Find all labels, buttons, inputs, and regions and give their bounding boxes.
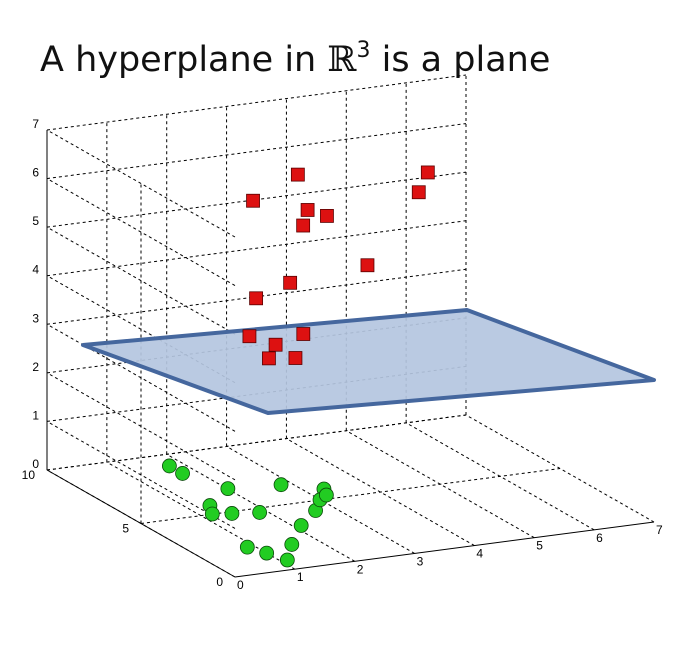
grid-line [46,123,467,180]
x-tick-label: 4 [476,547,483,561]
z-tick-label: 0 [32,457,39,471]
x-tick-label: 2 [357,562,364,576]
grid-line [140,468,561,524]
grid-line [46,178,236,287]
data-point-square [296,327,311,341]
grid-line [46,129,236,238]
points-below-plane [161,458,334,568]
data-point-square [300,203,315,217]
data-point-square [320,209,334,223]
data-point-square [411,185,426,200]
grid-line [46,74,467,131]
hyperplane-layer [81,308,656,415]
data-point-square [283,275,298,290]
x-tick-label: 3 [417,554,424,568]
data-point-circle [224,506,240,521]
data-point-circle [204,506,220,522]
z-tick-label: 3 [32,311,39,325]
z-tick-label: 6 [32,166,39,180]
data-point-circle [259,545,275,561]
y-tick-label: 0 [216,575,223,589]
data-point-circle [175,466,190,481]
title-suffix: is a plane [370,40,551,80]
data-point-square [360,258,375,273]
z-tick-label: 5 [32,214,39,228]
data-point-circle [293,518,309,533]
z-tick-label: 7 [32,117,39,131]
data-point-square [290,167,305,182]
x-tick-label: 5 [536,539,543,553]
z-tick-label: 1 [32,408,39,422]
x-tick-label: 1 [297,570,304,584]
z-tick-label: 2 [32,360,39,374]
data-point-square [288,351,303,365]
data-point-circle [318,487,334,503]
x-tick-label: 7 [656,523,663,537]
data-point-square [262,351,276,366]
x-axis [234,521,655,578]
y-axis [46,469,236,578]
data-point-square [242,329,257,344]
axes-layer [46,130,655,578]
title-exponent: 3 [356,38,371,63]
data-point-circle [284,537,300,552]
data-point-square [296,218,311,233]
y-tick-label: 10 [22,468,36,482]
data-point-square [420,165,435,180]
x-tick-label: 0 [237,578,244,592]
slide-title: A hyperplane in ℝ3 is a plane [40,38,550,80]
grid-line [46,414,467,471]
x-tick-label: 6 [596,531,603,545]
data-point-square [249,291,264,306]
real-numbers-symbol: ℝ [327,40,357,80]
grid-line [46,220,467,277]
data-point-circle [161,458,177,474]
data-point-circle [239,539,255,555]
points-above-plane [242,165,435,366]
data-point-circle [220,481,236,497]
data-point-circle [252,505,268,520]
title-prefix: A hyperplane in [40,40,328,80]
data-point-circle [279,552,295,568]
data-point-circle [273,477,289,493]
y-tick-label: 5 [122,522,129,536]
data-point-square [246,193,260,208]
data-point-square [268,337,283,352]
z-tick-label: 4 [32,263,39,277]
hyperplane [81,308,656,415]
